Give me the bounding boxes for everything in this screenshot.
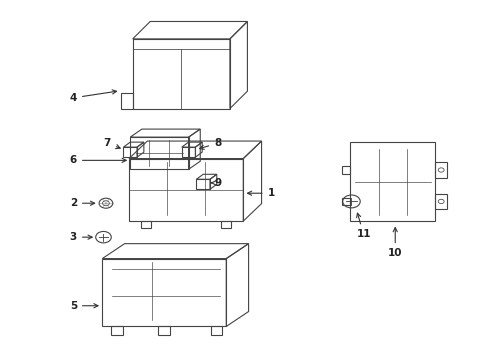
Text: 9: 9: [211, 178, 221, 188]
Text: 5: 5: [70, 301, 98, 311]
Text: 8: 8: [199, 138, 221, 149]
Text: 6: 6: [70, 156, 126, 165]
Text: 4: 4: [69, 90, 116, 103]
Text: 1: 1: [247, 188, 274, 198]
Text: 3: 3: [70, 232, 92, 242]
Text: 11: 11: [356, 213, 370, 239]
Text: 10: 10: [387, 228, 402, 258]
Text: 2: 2: [70, 198, 94, 208]
Text: 7: 7: [103, 138, 120, 149]
